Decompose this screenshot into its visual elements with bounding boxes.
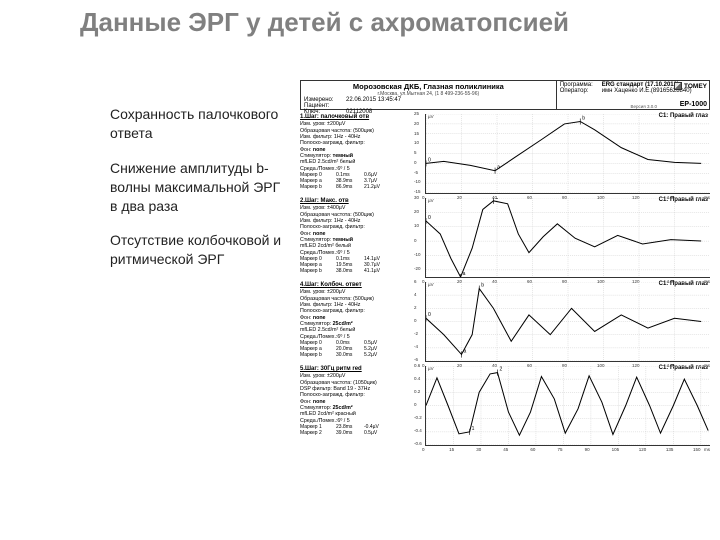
step-title: 5.Шаг: 30Гц ритм red xyxy=(300,366,421,373)
marker-table: Маркер 00.1ms0.6µVМаркер a38.9ms3.7µVМар… xyxy=(300,172,421,190)
header-left: Морозовская ДКБ, Глазная поликлиника г.М… xyxy=(301,81,557,109)
model-label: EP-1000 xyxy=(680,101,707,108)
bullet-list: Сохранность палочкового ответа Снижение … xyxy=(110,105,290,285)
bullet-1: Сохранность палочкового ответа xyxy=(110,105,290,143)
svg-text:0: 0 xyxy=(428,157,431,163)
step-title: 4.Шаг: Колбоч. ответ xyxy=(300,282,421,289)
tomey-icon xyxy=(674,82,682,90)
erg-chart: С1: Правый глаз µV 0ab -15-10-5051015202… xyxy=(425,114,710,194)
brand-logo: TOMEY xyxy=(674,82,707,90)
erg-chart: С1: Правый глаз µV 0ab -6-4-202460204060… xyxy=(425,282,710,362)
panel-meta: 1.Шаг: палочковый отвИзм. уров: ±200µVОб… xyxy=(300,114,425,194)
svg-text:b: b xyxy=(481,283,484,289)
bullet-3: Отсутствие колбочковой и ритмической ЭРГ xyxy=(110,231,290,269)
report-header: Морозовская ДКБ, Глазная поликлиника г.М… xyxy=(300,80,710,110)
panel-meta: 4.Шаг: Колбоч. ответИзм. уров: ±200µVОбр… xyxy=(300,282,425,362)
svg-text:a: a xyxy=(464,348,467,354)
slide-title: Данные ЭРГ у детей с ахроматопсией xyxy=(80,8,569,38)
panel-1: 1.Шаг: палочковый отвИзм. уров: ±200µVОб… xyxy=(300,114,710,194)
erg-chart: С1: Правый глаз µV 12 -0.6-0.4-0.200.20.… xyxy=(425,366,710,446)
x-unit: ms xyxy=(704,447,710,452)
panel-3: 4.Шаг: Колбоч. ответИзм. уров: ±200µVОбр… xyxy=(300,282,710,362)
erg-report: Морозовская ДКБ, Глазная поликлиника г.М… xyxy=(300,80,710,510)
panel-4: 5.Шаг: 30Гц ритм redИзм. уров: ±200µVОбр… xyxy=(300,366,710,446)
step-title: 2.Шаг: Макс. отв xyxy=(300,198,421,205)
svg-text:a: a xyxy=(463,271,466,277)
svg-text:0: 0 xyxy=(428,312,431,318)
svg-text:b: b xyxy=(582,115,585,121)
svg-text:b: b xyxy=(495,198,498,201)
version-label: Версия 3.0.0 xyxy=(631,104,657,109)
panel-meta: 5.Шаг: 30Гц ритм redИзм. уров: ±200µVОбр… xyxy=(300,366,425,446)
header-right: Программа:ERG стандарт (17.10.2012) Опер… xyxy=(557,81,709,109)
marker-table: Маркер 00.0ms0.5µVМаркер a20.0ms5.2µVМар… xyxy=(300,340,421,358)
step-title: 1.Шаг: палочковый отв xyxy=(300,114,421,121)
chart-panels: 1.Шаг: палочковый отвИзм. уров: ±200µVОб… xyxy=(300,114,710,446)
svg-text:a: a xyxy=(497,165,500,171)
svg-text:1: 1 xyxy=(472,426,475,432)
bullet-2: Снижение амплитуды b-волны максимальной … xyxy=(110,159,290,216)
svg-text:2: 2 xyxy=(499,367,502,373)
marker-table: Маркер 123.8ms-0.4µVМаркер 239.0ms0.5µV xyxy=(300,424,421,436)
marker-table: Маркер 00.1ms14.1µVМаркер a19.5ms30.7µVМ… xyxy=(300,256,421,274)
panel-2: 2.Шаг: Макс. отвИзм. уров: ±400µVОбразцо… xyxy=(300,198,710,278)
panel-meta: 2.Шаг: Макс. отвИзм. уров: ±400µVОбразцо… xyxy=(300,198,425,278)
erg-chart: С1: Правый глаз µV 0ab -20-1001020300204… xyxy=(425,198,710,278)
clinic-name: Морозовская ДКБ, Глазная поликлиника xyxy=(304,82,553,91)
svg-text:0: 0 xyxy=(428,215,431,221)
